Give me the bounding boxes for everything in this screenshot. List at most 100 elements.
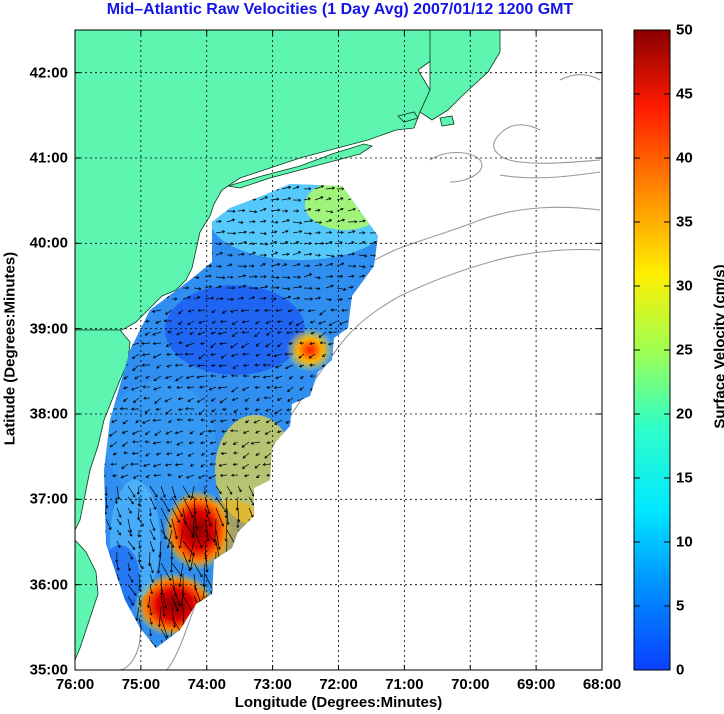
velocity-vector (152, 441, 162, 445)
velocity-vector (137, 530, 141, 538)
velocity-vector (149, 540, 155, 553)
velocity-vector (276, 330, 283, 335)
velocity-vector (116, 485, 121, 501)
velocity-vector (219, 397, 228, 404)
velocity-vector (167, 385, 173, 389)
velocity-vector (200, 341, 206, 346)
velocity-vector (171, 584, 182, 607)
velocity-vector (210, 374, 217, 378)
velocity-vector (336, 287, 347, 291)
velocity-vector (242, 430, 250, 434)
velocity-vector (201, 452, 206, 456)
velocity-vector (127, 485, 136, 498)
velocity-vector (298, 353, 305, 359)
velocity-vector (245, 419, 250, 424)
velocity-vector (154, 397, 162, 404)
velocity-vector (232, 441, 239, 445)
velocity-vector (215, 230, 226, 234)
velocity-vector (248, 242, 256, 246)
velocity-vector (149, 617, 153, 625)
velocity-vector (347, 264, 357, 268)
velocity-vector (197, 308, 206, 312)
velocity-vector (138, 595, 142, 606)
colorbar-tick-label: 15 (676, 469, 693, 487)
x-tick-label: 68:00 (582, 676, 622, 693)
velocity-vector (249, 264, 255, 268)
velocity-vector (116, 529, 121, 536)
velocity-vector (165, 375, 173, 379)
velocity-vector (287, 397, 294, 402)
velocity-vector (166, 529, 173, 549)
velocity-vector (217, 386, 228, 390)
velocity-vector (122, 419, 129, 425)
velocity-vector (215, 219, 222, 224)
velocity-vector (309, 363, 316, 367)
velocity-vector (211, 320, 217, 324)
colorbar-tick-label: 10 (676, 533, 693, 551)
velocity-vector (303, 231, 313, 236)
velocity-vector (265, 342, 272, 348)
map-title: Mid–Atlantic Raw Velocities (1 Day Avg) … (106, 1, 574, 18)
velocity-vector (233, 451, 238, 455)
velocity-vector (226, 286, 236, 290)
velocity-vector (136, 507, 141, 521)
velocity-vector (149, 606, 153, 616)
y-tick-label: 40:00 (29, 234, 68, 252)
velocity-vector (274, 419, 283, 425)
velocity-vector (314, 287, 321, 291)
velocity-vector (184, 352, 195, 356)
velocity-vector (197, 331, 206, 336)
colorbar-tick-label: 5 (676, 597, 685, 615)
velocity-vector (265, 320, 272, 324)
velocity-vector (293, 209, 300, 213)
velocity-vector (155, 452, 162, 456)
velocity-vector (132, 440, 140, 444)
velocity-vector (156, 364, 162, 369)
velocity-vector (256, 397, 261, 402)
x-axis-label: Longitude (Degrees:Minutes) (234, 694, 443, 711)
velocity-vector (148, 507, 153, 517)
y-tick-label: 41:00 (29, 149, 68, 167)
velocity-vector (144, 408, 151, 414)
velocity-vector (210, 419, 217, 423)
velocity-vector (244, 474, 250, 478)
velocity-vector (237, 485, 242, 493)
velocity-vector (171, 507, 180, 524)
velocity-vector (219, 342, 228, 346)
velocity-vector (149, 562, 154, 574)
velocity-vector (200, 418, 205, 422)
velocity-vector (144, 440, 151, 444)
velocity-vector (123, 386, 129, 390)
velocity-vector (242, 452, 250, 459)
velocity-vector (265, 419, 272, 424)
velocity-vector (208, 386, 217, 391)
velocity-vector (314, 220, 323, 225)
velocity-vector (116, 562, 120, 571)
velocity-vector (199, 430, 206, 436)
velocity-vector (127, 518, 133, 533)
velocity-vector (262, 375, 272, 379)
velocity-vector (231, 374, 239, 378)
velocity-vector (281, 185, 292, 190)
velocity-vector (281, 229, 289, 234)
velocity-vector (198, 474, 206, 479)
velocity-vector (292, 296, 301, 300)
velocity-vector (152, 342, 162, 346)
velocity-vector (215, 529, 221, 551)
velocity-vector (220, 451, 228, 456)
velocity-vector (314, 185, 325, 190)
velocity-vector (182, 485, 191, 499)
velocity-vector (314, 208, 321, 212)
velocity-vector (336, 197, 344, 201)
velocity-vector (222, 407, 228, 411)
velocity-vector (254, 385, 261, 390)
velocity-vector (204, 551, 209, 573)
velocity-vector (204, 285, 213, 289)
velocity-vector (160, 518, 167, 540)
velocity-vector (282, 209, 289, 213)
velocity-vector (347, 230, 356, 234)
velocity-vector (288, 320, 294, 325)
velocity-vector (193, 507, 198, 530)
velocity-vector (244, 407, 249, 411)
velocity-vector (237, 252, 245, 256)
